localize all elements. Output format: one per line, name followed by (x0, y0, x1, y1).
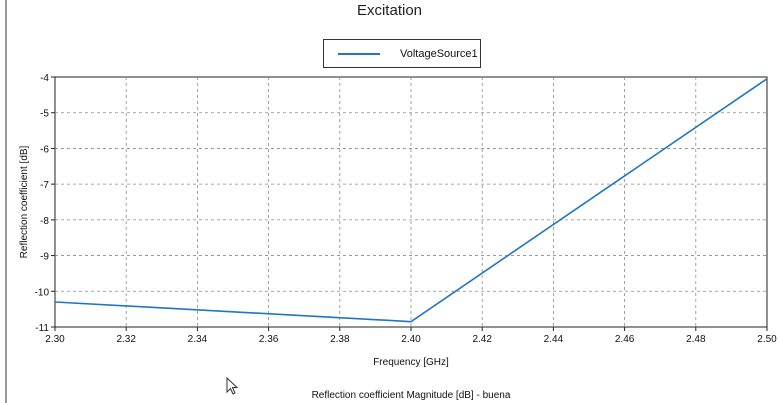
series-line (54, 78, 768, 323)
x-tick-label: 2.46 (615, 334, 635, 345)
x-tick-label: 2.44 (544, 334, 564, 345)
chart-title: Excitation (356, 2, 423, 19)
y-tick-label: -5 (40, 109, 49, 120)
legend-label: VoltageSource1 (400, 47, 478, 60)
x-tick-label: 2.32 (116, 334, 136, 345)
grid (55, 77, 767, 327)
window-border (5, 0, 7, 403)
series-layer (54, 78, 768, 323)
y-tick-label: -10 (35, 287, 50, 298)
y-tick-label: -6 (40, 144, 49, 155)
x-tick-label: 2.36 (259, 334, 279, 345)
y-tick-label: -9 (40, 252, 49, 263)
legend-swatch (338, 52, 380, 55)
mouse-pointer-icon (226, 377, 239, 395)
y-axis: -4 -5 -6 -7 -8 -9 -10 -11 (35, 73, 55, 334)
y-axis-label: Reflection coefficient [dB] (19, 145, 30, 258)
x-tick-label: 2.50 (757, 334, 777, 345)
x-tick-label: 2.30 (45, 334, 65, 345)
y-tick-label: -8 (40, 216, 49, 227)
x-tick-label: 2.48 (686, 334, 706, 345)
chart-caption: Reflection coefficient Magnitude [dB] - … (312, 390, 511, 401)
x-tick-label: 2.42 (472, 334, 492, 345)
y-tick-label: -7 (40, 180, 49, 191)
x-axis: 2.30 2.32 2.34 2.36 2.38 2.40 2.42 2.44 2.46 2.48… (45, 327, 777, 345)
x-tick-label: 2.38 (330, 334, 350, 345)
legend: VoltageSource1 (323, 39, 481, 68)
x-axis-label: Frequency [GHz] (373, 357, 449, 368)
y-tick-label: -11 (35, 323, 49, 334)
x-tick-label: 2.34 (188, 334, 208, 345)
x-tick-label: 2.40 (401, 334, 421, 345)
y-tick-label: -4 (40, 73, 49, 84)
